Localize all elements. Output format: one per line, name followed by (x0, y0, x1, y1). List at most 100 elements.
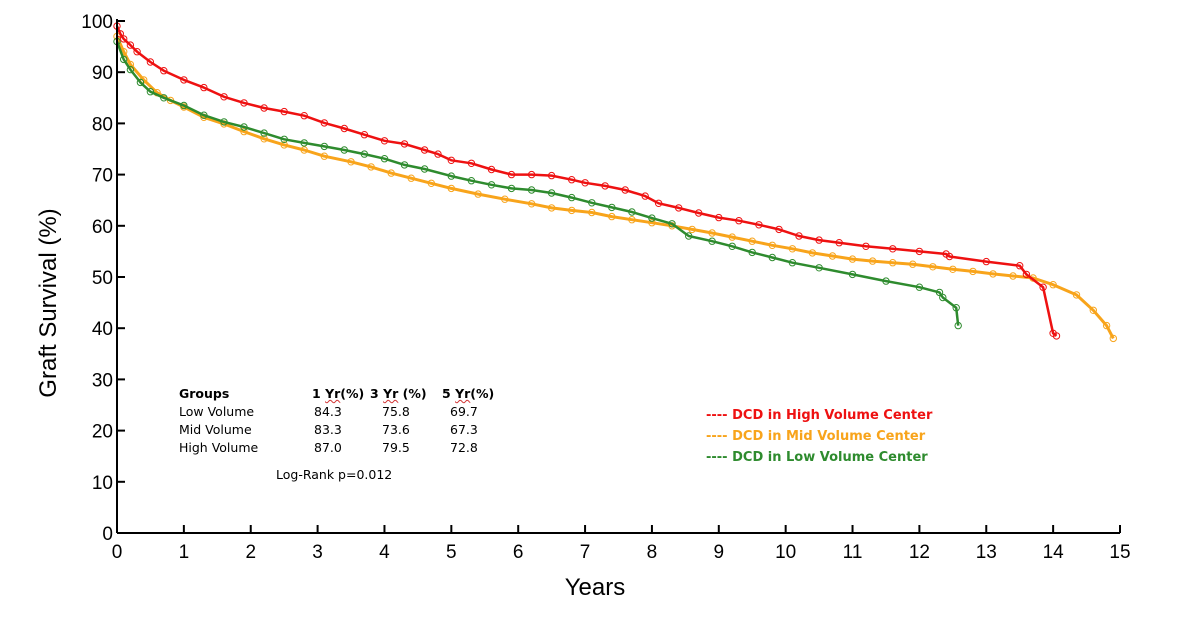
censor-point (447, 172, 455, 180)
censor-point (200, 111, 208, 119)
censor-point (527, 170, 536, 179)
x-tick-label: 10 (775, 542, 796, 563)
censor-point (952, 304, 960, 312)
censor-point (467, 159, 476, 168)
y-tick-label: 100 (81, 12, 113, 33)
censor-point (300, 112, 308, 120)
censor-point (400, 140, 409, 148)
censor-point (915, 247, 924, 256)
censor-point (340, 124, 348, 133)
censor-point (788, 259, 797, 267)
censor-point (668, 220, 676, 228)
censor-point (280, 107, 288, 116)
x-tick-label: 5 (446, 542, 457, 563)
x-tick-label: 13 (976, 542, 997, 563)
censor-point (340, 146, 348, 154)
censor-point (728, 242, 736, 251)
censor-point (935, 288, 944, 297)
censor-point (180, 101, 188, 110)
series-line (115, 25, 1058, 337)
table-cell-3yr: 79.5 (382, 440, 410, 455)
censor-point (775, 225, 783, 234)
censor-point (768, 241, 776, 250)
x-tick-label: 4 (379, 542, 390, 563)
censor-point (828, 252, 837, 260)
censor-point (685, 232, 693, 240)
censor-point (320, 119, 328, 127)
censor-point (708, 229, 716, 237)
censor-point (982, 257, 990, 266)
censor-point (654, 199, 663, 208)
censor-point (848, 270, 857, 279)
x-tick-label: 14 (1043, 542, 1065, 563)
table-cell-1yr: 84.3 (314, 404, 342, 419)
legend: ---- DCD in High Volume Center ---- DCD … (706, 408, 932, 471)
y-tick-label: 90 (92, 63, 113, 84)
censor-point (347, 158, 355, 166)
censor-point (120, 35, 128, 43)
table-cell-3yr: 73.6 (382, 422, 410, 437)
series-high-volume (113, 22, 1061, 340)
censor-point (180, 76, 188, 84)
censor-point (280, 135, 288, 144)
censor-point (648, 214, 656, 222)
censor-point (641, 192, 649, 200)
censor-point (240, 127, 248, 136)
censor-point (648, 219, 656, 227)
censor-point (407, 174, 415, 182)
censor-point (939, 293, 947, 302)
censor-point (300, 146, 308, 154)
x-tick-label: 2 (245, 542, 256, 563)
censor-point (427, 179, 435, 188)
y-tick-label: 60 (92, 217, 113, 238)
censor-point (949, 265, 957, 273)
x-axis-title: Years (565, 574, 626, 601)
table-header-5yr: 5 Yr(%) (442, 386, 495, 401)
x-tick-label: 12 (909, 542, 930, 563)
censor-point (1072, 291, 1081, 299)
censor-point (1009, 272, 1017, 280)
censor-point (360, 131, 369, 139)
censor-point (768, 253, 776, 262)
censor-point (126, 41, 135, 49)
censor-point (467, 177, 476, 185)
table-cell-1yr: 87.0 (314, 440, 342, 455)
censor-point (608, 212, 616, 221)
table-header-groups: Groups (179, 386, 230, 401)
censor-point (748, 248, 756, 257)
censor-point (889, 259, 897, 267)
censor-point (735, 217, 743, 225)
censor-point (280, 141, 288, 149)
y-axis-title: Graft Survival (%) (35, 208, 62, 397)
table-cell-5yr: 67.3 (450, 422, 478, 437)
censor-point (588, 208, 596, 217)
censor-point (728, 233, 736, 241)
censor-point (240, 99, 248, 107)
censor-point (835, 239, 843, 247)
survival-table: Groups 1 Yr(%) 3 Yr (%) 5 Yr(%) Low Volu… (179, 386, 519, 476)
censor-point (581, 179, 589, 187)
series-layer (113, 22, 1118, 343)
censor-point (507, 184, 516, 193)
censor-point (320, 152, 328, 160)
x-tick-label: 11 (843, 542, 863, 563)
legend-item-mid-volume: ---- DCD in Mid Volume Center (706, 429, 926, 444)
censor-point (507, 170, 516, 179)
censor-point (120, 55, 128, 64)
table-cell-3yr: 75.8 (382, 404, 410, 419)
censor-point (715, 213, 723, 222)
censor-point (547, 189, 556, 197)
table-cell-5yr: 69.7 (450, 404, 478, 419)
censor-point (628, 216, 636, 224)
series-line (115, 35, 1115, 340)
censor-point (915, 283, 924, 291)
censor-point (808, 249, 817, 257)
table-cell-group: High Volume (179, 440, 259, 455)
censor-point (146, 58, 155, 66)
x-tick-label: 1 (179, 542, 190, 563)
censor-point (568, 193, 576, 202)
censor-point (1022, 270, 1031, 279)
censor-point (300, 139, 308, 147)
y-tick-label: 40 (92, 319, 113, 340)
y-tick-label: 50 (92, 268, 113, 289)
